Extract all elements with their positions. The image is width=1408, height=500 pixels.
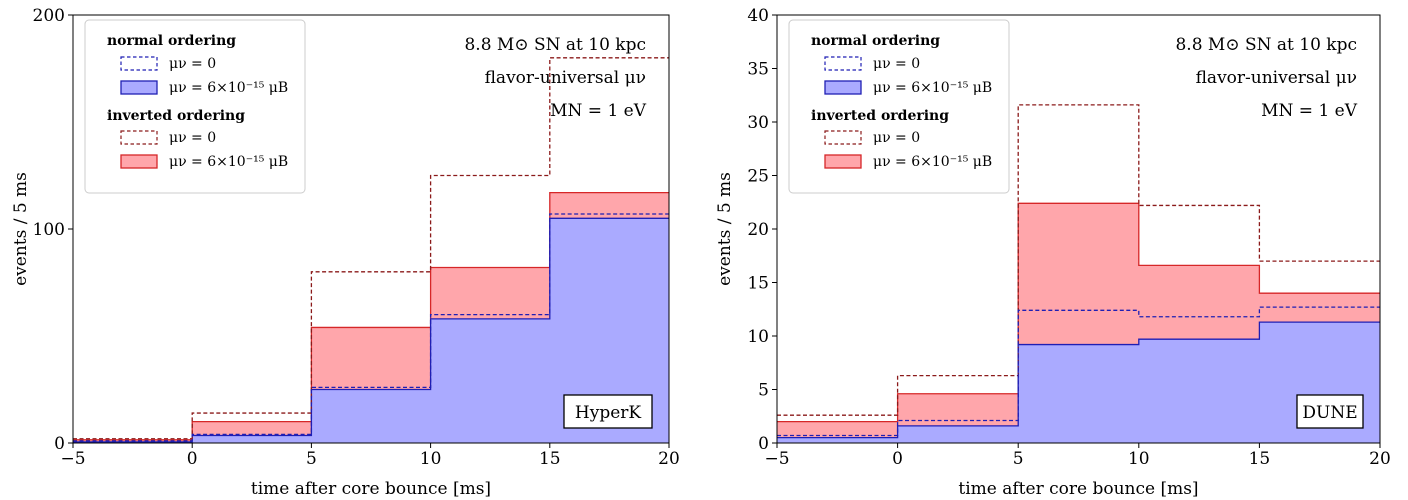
legend-entry: μν = 0 bbox=[169, 56, 216, 72]
legend-group-title: inverted ordering bbox=[811, 108, 949, 124]
x-tick-label: 5 bbox=[1013, 449, 1024, 469]
legend-entry: μν = 6×10⁻¹⁵ μB bbox=[873, 80, 992, 96]
series-line-2 bbox=[73, 57, 669, 440]
x-tick-label: 15 bbox=[539, 449, 561, 469]
x-tick-label: 10 bbox=[420, 449, 442, 469]
x-tick-label: 15 bbox=[1249, 449, 1271, 469]
series-fill-1 bbox=[777, 322, 1380, 443]
series-edge-3 bbox=[777, 202, 1380, 423]
series-line-2 bbox=[777, 104, 1380, 416]
series-fill-1 bbox=[73, 218, 669, 443]
legend-entry: μν = 0 bbox=[873, 56, 920, 72]
legend-swatch bbox=[824, 56, 862, 71]
annotation: flavor-universal μν bbox=[1196, 68, 1357, 88]
y-axis-label: events / 5 ms bbox=[11, 172, 31, 286]
x-tick-label: 5 bbox=[306, 449, 317, 469]
x-tick-label: −5 bbox=[764, 449, 789, 469]
y-tick-label: 15 bbox=[747, 274, 769, 294]
x-tick-label: 0 bbox=[892, 449, 903, 469]
annotation: 8.8 M⊙ SN at 10 kpc bbox=[464, 35, 646, 55]
y-tick-label: 40 bbox=[747, 6, 769, 26]
x-tick-label: 10 bbox=[1128, 449, 1150, 469]
series-line-0 bbox=[73, 213, 669, 442]
legend-entry: μν = 6×10⁻¹⁵ μB bbox=[169, 80, 288, 96]
legend-swatch bbox=[824, 154, 862, 169]
y-tick-label: 25 bbox=[747, 167, 769, 187]
legend-entry: μν = 6×10⁻¹⁵ μB bbox=[873, 154, 992, 170]
legend-entry: μν = 0 bbox=[169, 130, 216, 146]
annotation: flavor-universal μν bbox=[485, 68, 646, 88]
detector-badge bbox=[563, 394, 653, 429]
legend-group-title: normal ordering bbox=[107, 33, 236, 49]
legend-group-title: inverted ordering bbox=[107, 108, 245, 124]
legend-entry: μν = 0 bbox=[873, 130, 920, 146]
legend-swatch bbox=[824, 130, 862, 145]
x-tick-label: 20 bbox=[1369, 449, 1391, 469]
x-tick-label: 20 bbox=[658, 449, 680, 469]
detector-badge bbox=[1296, 394, 1364, 429]
annotation: MN = 1 eV bbox=[1261, 101, 1358, 121]
legend-swatch bbox=[120, 80, 158, 95]
legend-box bbox=[84, 19, 306, 194]
legend-entry: μν = 6×10⁻¹⁵ μB bbox=[169, 154, 288, 170]
series-line-0 bbox=[777, 306, 1380, 437]
y-tick-label: 20 bbox=[747, 220, 769, 240]
legend-swatch bbox=[120, 154, 158, 169]
legend-group-title: normal ordering bbox=[811, 33, 940, 49]
x-tick-label: −5 bbox=[60, 449, 85, 469]
y-tick-label: 35 bbox=[747, 60, 769, 80]
y-tick-label: 0 bbox=[758, 434, 769, 454]
y-axis-label: events / 5 ms bbox=[715, 172, 735, 286]
detector-label: HyperK bbox=[575, 403, 641, 423]
y-tick-label: 5 bbox=[758, 381, 769, 401]
y-tick-label: 100 bbox=[33, 220, 65, 240]
x-axis-label: time after core bounce [ms] bbox=[958, 479, 1198, 499]
annotation: 8.8 M⊙ SN at 10 kpc bbox=[1175, 35, 1357, 55]
legend-swatch bbox=[824, 80, 862, 95]
y-tick-label: 200 bbox=[33, 6, 65, 26]
legend-swatch bbox=[120, 56, 158, 71]
x-tick-label: 0 bbox=[187, 449, 198, 469]
x-axis-label: time after core bounce [ms] bbox=[251, 479, 491, 499]
detector-label: DUNE bbox=[1302, 403, 1357, 423]
annotation: MN = 1 eV bbox=[550, 101, 647, 121]
y-tick-label: 30 bbox=[747, 113, 769, 133]
legend-swatch bbox=[120, 130, 158, 145]
legend-box bbox=[788, 19, 1010, 194]
y-tick-label: 0 bbox=[54, 434, 65, 454]
y-tick-label: 10 bbox=[747, 327, 769, 347]
